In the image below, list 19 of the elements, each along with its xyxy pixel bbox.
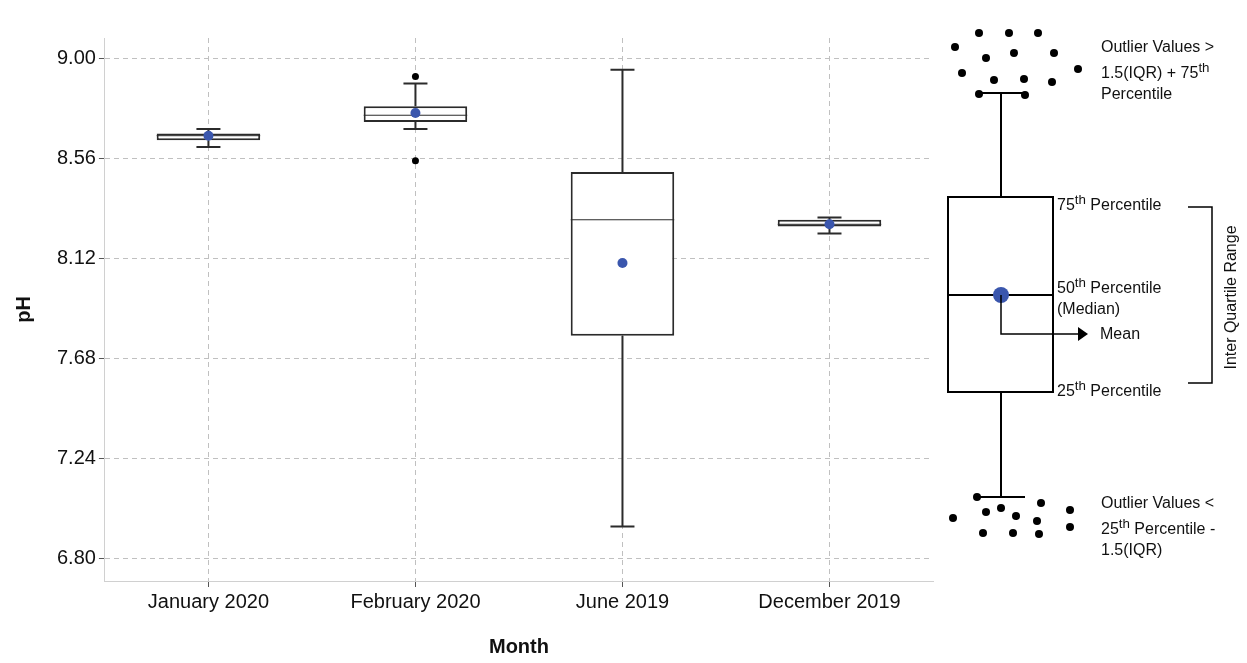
y-tick-label: 6.80 (56, 545, 96, 568)
y-axis-title: pH (11, 296, 34, 323)
x-tick-label: December 2019 (758, 589, 901, 612)
text: Outlier Values < 25$^{th}$ Percentile - 1.5(IQR) (1101, 493, 1217, 561)
x-tick-label: February 2020 (350, 589, 481, 612)
y-tick-label: 8.12 (56, 245, 96, 268)
text: Mean (1100, 324, 1142, 344)
y-tick-label: 7.68 (56, 345, 96, 368)
text: Outlier Values > 1.5(IQR) + 75$^{th}$ Percentile (1101, 38, 1215, 103)
x-tick-label: June 2019 (575, 589, 670, 612)
y-tick-label: 8.56 (56, 145, 96, 168)
x-axis-title: Month (488, 634, 549, 657)
text: 25$^{th}$ Percentile (1057, 377, 1163, 402)
text: 75$^{th}$ Percentile (1057, 191, 1163, 216)
x-tick-label: January 2020 (147, 589, 270, 612)
y-tick-label: 9.00 (56, 45, 96, 68)
y-tick-label: 7.24 (56, 445, 96, 468)
text: 50$^{th}$ Percentile (Median) (1057, 274, 1163, 320)
text: Inter Quartile Range (1220, 224, 1240, 372)
